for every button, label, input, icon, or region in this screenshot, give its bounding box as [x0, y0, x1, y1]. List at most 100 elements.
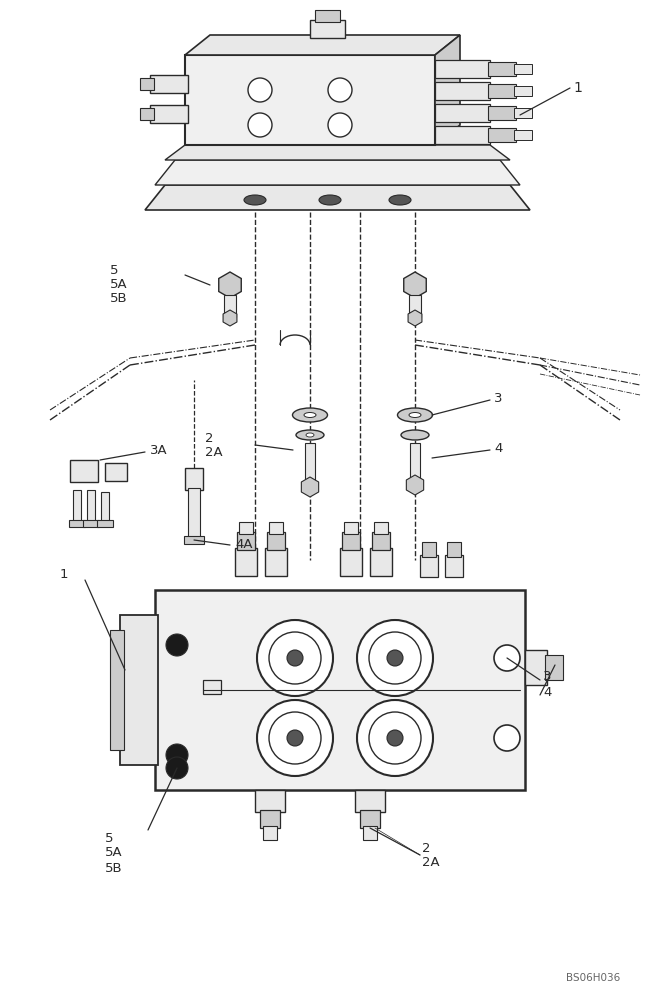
Bar — [435, 126, 490, 144]
Text: BS06H036: BS06H036 — [566, 973, 620, 983]
Bar — [235, 548, 257, 576]
Bar — [374, 522, 388, 534]
Bar — [237, 532, 255, 550]
Text: 4: 4 — [543, 686, 551, 700]
Text: 3: 3 — [494, 391, 503, 404]
Ellipse shape — [319, 195, 341, 205]
Bar — [342, 532, 360, 550]
Bar — [305, 443, 315, 483]
Bar — [97, 520, 113, 527]
Text: 2: 2 — [205, 432, 214, 444]
Bar — [422, 542, 436, 557]
Bar — [409, 295, 421, 317]
Text: 5A: 5A — [110, 277, 127, 290]
Circle shape — [494, 645, 520, 671]
Bar — [105, 463, 127, 481]
Text: 5: 5 — [105, 832, 114, 844]
Ellipse shape — [401, 430, 429, 440]
Ellipse shape — [304, 412, 316, 418]
Text: 1: 1 — [573, 81, 582, 95]
Bar — [70, 460, 98, 482]
Circle shape — [387, 650, 403, 666]
Polygon shape — [165, 145, 510, 160]
Text: 3A: 3A — [150, 444, 167, 456]
Bar — [110, 630, 124, 750]
Polygon shape — [185, 35, 460, 55]
Bar — [185, 55, 435, 145]
Bar — [435, 104, 490, 122]
Bar — [363, 826, 377, 840]
Polygon shape — [155, 160, 520, 185]
Bar — [185, 468, 203, 490]
Circle shape — [287, 650, 303, 666]
Bar — [360, 810, 380, 828]
Circle shape — [166, 744, 188, 766]
Ellipse shape — [409, 412, 421, 418]
Bar — [83, 520, 99, 527]
Bar — [372, 532, 390, 550]
Text: 4A: 4A — [235, 538, 252, 552]
Circle shape — [287, 730, 303, 746]
Polygon shape — [406, 475, 424, 495]
Bar — [514, 108, 532, 118]
Bar — [155, 590, 525, 790]
Circle shape — [357, 620, 433, 696]
Bar — [267, 532, 285, 550]
Bar — [120, 615, 158, 765]
Polygon shape — [404, 272, 426, 298]
Circle shape — [369, 712, 421, 764]
Ellipse shape — [244, 195, 266, 205]
Bar — [435, 82, 490, 100]
Bar — [410, 443, 420, 481]
Bar — [265, 548, 287, 576]
Bar — [203, 680, 221, 694]
Bar — [355, 790, 385, 812]
Polygon shape — [408, 310, 422, 326]
Bar — [140, 78, 154, 90]
Bar — [310, 20, 345, 38]
Bar — [69, 520, 85, 527]
Bar — [488, 84, 516, 98]
Bar — [150, 105, 188, 123]
Polygon shape — [435, 35, 460, 145]
Circle shape — [328, 78, 352, 102]
Circle shape — [494, 725, 520, 751]
Bar — [260, 810, 280, 828]
Text: 1: 1 — [60, 568, 68, 582]
Circle shape — [269, 632, 321, 684]
Circle shape — [248, 113, 272, 137]
Ellipse shape — [296, 430, 324, 440]
Bar — [101, 492, 109, 522]
Bar — [87, 490, 95, 522]
Text: 2A: 2A — [422, 856, 440, 868]
Bar — [525, 650, 547, 685]
Text: 5: 5 — [110, 263, 118, 276]
Bar — [224, 295, 236, 317]
Text: 5A: 5A — [105, 846, 123, 859]
Bar — [435, 60, 490, 78]
Circle shape — [328, 113, 352, 137]
Bar — [445, 555, 463, 577]
Bar — [420, 555, 438, 577]
Bar — [370, 548, 392, 576]
Polygon shape — [145, 185, 530, 210]
Text: 5B: 5B — [105, 861, 123, 874]
Bar — [514, 64, 532, 74]
Circle shape — [166, 757, 188, 779]
Bar — [269, 522, 283, 534]
Bar — [188, 488, 200, 538]
Circle shape — [269, 712, 321, 764]
Bar — [514, 130, 532, 140]
Circle shape — [166, 634, 188, 656]
Bar — [315, 10, 340, 22]
Bar — [488, 106, 516, 120]
Ellipse shape — [293, 408, 327, 422]
Ellipse shape — [306, 433, 314, 437]
Bar — [73, 490, 81, 522]
Text: 3: 3 — [543, 670, 552, 682]
Circle shape — [248, 78, 272, 102]
Ellipse shape — [398, 408, 432, 422]
Bar — [545, 655, 563, 680]
Circle shape — [369, 632, 421, 684]
Polygon shape — [218, 272, 241, 298]
